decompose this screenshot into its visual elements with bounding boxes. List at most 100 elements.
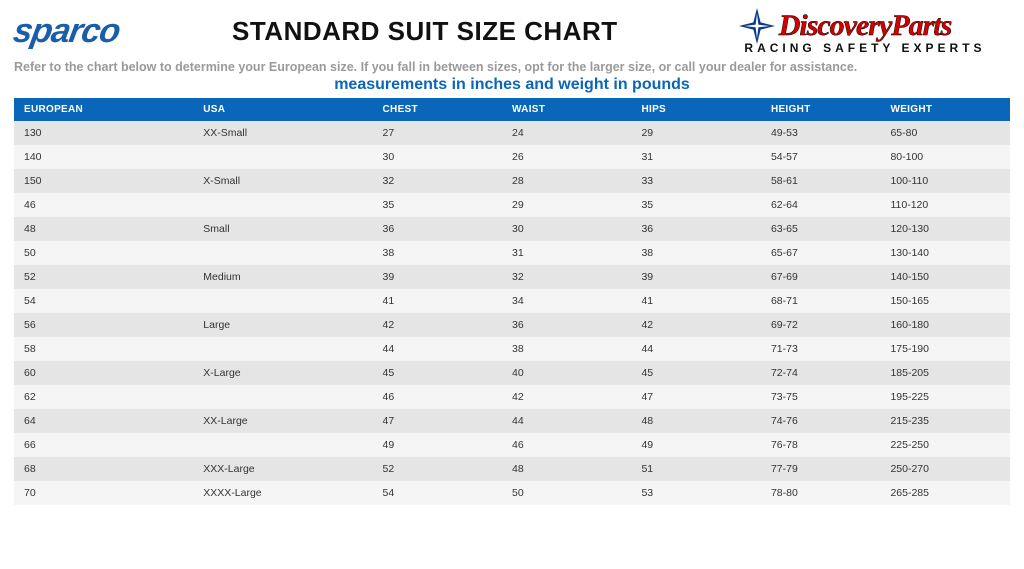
table-cell: 40 [502,361,631,385]
table-cell: 26 [502,145,631,169]
table-row: 5441344168-71150-165 [14,289,1010,313]
table-cell: 66 [14,433,193,457]
table-cell: 54 [373,481,502,505]
table-row: 48Small36303663-65120-130 [14,217,1010,241]
discoveryparts-tagline: RACING SAFETY EXPERTS [744,42,985,54]
table-header: EUROPEANUSACHESTWAISTHIPSHEIGHTWEIGHT [14,98,1010,121]
table-cell: 49 [373,433,502,457]
compass-star-icon [739,8,775,44]
table-row: 56Large42364269-72160-180 [14,313,1010,337]
table-row: 14030263154-5780-100 [14,145,1010,169]
table-cell: 33 [631,169,760,193]
table-cell: 47 [373,409,502,433]
table-row: 150X-Small32283358-61100-110 [14,169,1010,193]
table-cell: XX-Large [193,409,372,433]
table-cell: 34 [502,289,631,313]
table-cell: 38 [373,241,502,265]
table-cell: 48 [631,409,760,433]
table-cell: 72-74 [761,361,881,385]
table-cell: 67-69 [761,265,881,289]
table-cell: 185-205 [880,361,1010,385]
table-cell: 29 [631,121,760,145]
table-cell: 70 [14,481,193,505]
table-cell: 42 [373,313,502,337]
table-cell: 62-64 [761,193,881,217]
table-cell: 44 [502,409,631,433]
table-cell: 74-76 [761,409,881,433]
table-cell: 64 [14,409,193,433]
table-cell: 39 [373,265,502,289]
page-container: sparco STANDARD SUIT SIZE CHART Discover… [0,0,1024,509]
table-cell: X-Small [193,169,372,193]
table-row: 60X-Large45404572-74185-205 [14,361,1010,385]
table-cell: 50 [502,481,631,505]
subtitle-text: measurements in inches and weight in pou… [14,76,1010,94]
table-cell: 60 [14,361,193,385]
size-chart-table: EUROPEANUSACHESTWAISTHIPSHEIGHTWEIGHT 13… [14,98,1010,505]
table-cell: 36 [631,217,760,241]
table-cell: 53 [631,481,760,505]
table-row: 52Medium39323967-69140-150 [14,265,1010,289]
table-cell [193,337,372,361]
table-cell: 69-72 [761,313,881,337]
table-cell: 48 [502,457,631,481]
table-cell: 77-79 [761,457,881,481]
table-cell: 48 [14,217,193,241]
table-cell: 215-235 [880,409,1010,433]
table-cell: 52 [373,457,502,481]
table-cell: 42 [502,385,631,409]
table-cell: Medium [193,265,372,289]
table-cell: 195-225 [880,385,1010,409]
discoveryparts-logo: DiscoveryParts RACING SAFETY EXPERTS [680,8,1010,54]
col-header: WEIGHT [880,98,1010,121]
table-row: 70XXXX-Large54505378-80265-285 [14,481,1010,505]
table-cell: 54 [14,289,193,313]
col-header: WAIST [502,98,631,121]
table-cell: 44 [631,337,760,361]
col-header: EUROPEAN [14,98,193,121]
table-cell: 29 [502,193,631,217]
table-cell: 80-100 [880,145,1010,169]
table-cell: 52 [14,265,193,289]
table-cell: 38 [631,241,760,265]
table-row: 4635293562-64110-120 [14,193,1010,217]
table-cell: 36 [502,313,631,337]
table-cell: 68 [14,457,193,481]
table-cell: 36 [373,217,502,241]
table-cell: 130 [14,121,193,145]
table-cell: 50 [14,241,193,265]
table-cell: 73-75 [761,385,881,409]
table-cell: 46 [14,193,193,217]
table-cell: 45 [373,361,502,385]
table-cell: 63-65 [761,217,881,241]
table-cell [193,289,372,313]
col-header: HEIGHT [761,98,881,121]
table-cell: Small [193,217,372,241]
table-cell: 32 [502,265,631,289]
table-cell: 49-53 [761,121,881,145]
table-cell: 56 [14,313,193,337]
table-cell: 58 [14,337,193,361]
table-cell: 120-130 [880,217,1010,241]
table-cell [193,433,372,457]
table-cell: 225-250 [880,433,1010,457]
table-cell: 30 [502,217,631,241]
table-cell: 28 [502,169,631,193]
table-cell: 54-57 [761,145,881,169]
table-cell: 45 [631,361,760,385]
table-cell: 150 [14,169,193,193]
table-cell: 130-140 [880,241,1010,265]
table-cell: 58-61 [761,169,881,193]
table-cell: 62 [14,385,193,409]
table-cell: 140-150 [880,265,1010,289]
discoveryparts-top: DiscoveryParts [739,8,952,44]
table-cell: 35 [373,193,502,217]
table-cell [193,385,372,409]
table-cell: 49 [631,433,760,457]
table-cell: Large [193,313,372,337]
table-cell: 41 [373,289,502,313]
header: sparco STANDARD SUIT SIZE CHART Discover… [14,8,1010,54]
table-cell: 24 [502,121,631,145]
table-row: 130XX-Small27242949-5365-80 [14,121,1010,145]
table-cell: 76-78 [761,433,881,457]
